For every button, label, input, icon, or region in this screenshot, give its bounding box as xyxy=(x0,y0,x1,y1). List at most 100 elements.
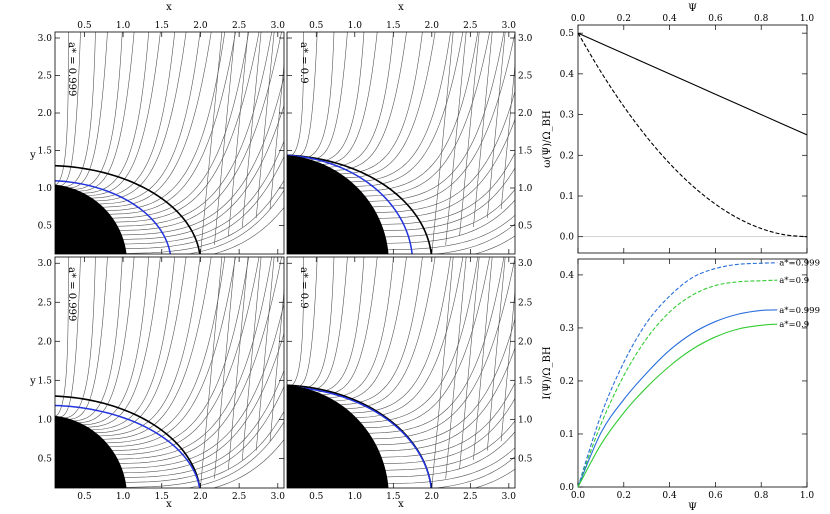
spin-label: a* = 0.999 xyxy=(66,267,77,321)
field-line xyxy=(387,214,515,251)
field-line xyxy=(386,199,515,244)
field-line xyxy=(368,257,505,434)
field-line xyxy=(459,257,480,470)
field-line xyxy=(212,439,284,488)
current-plot: 0.0 0.2 0.4 0.6 0.8 1.0 0.0 0.1 0.2 0.3 0.4 a*=0.99… xyxy=(542,258,820,513)
field-lines xyxy=(50,0,284,254)
field-line xyxy=(112,32,249,219)
spin-label: a* = 0.9 xyxy=(298,267,309,309)
field-line xyxy=(122,332,284,474)
field-line xyxy=(372,32,515,208)
x-tick-label: 1.0 xyxy=(116,21,131,31)
series-line-2 xyxy=(577,32,808,238)
field-line xyxy=(117,32,272,227)
field-line xyxy=(124,369,284,478)
light-surface-curve xyxy=(287,154,413,254)
y-tick-label: 0.1 xyxy=(560,430,574,440)
field-line xyxy=(328,32,394,168)
field-line xyxy=(109,32,236,215)
field-line xyxy=(64,257,96,419)
y-tick-label: 0.2 xyxy=(560,377,574,387)
field-line xyxy=(98,32,201,205)
field-line xyxy=(360,32,479,192)
field-line xyxy=(102,32,212,208)
field-line xyxy=(212,207,284,254)
field-line xyxy=(334,257,407,402)
y-axis-label: y xyxy=(29,376,36,387)
field-line xyxy=(228,32,249,237)
y-tick-label: 2.5 xyxy=(518,298,533,308)
y-axis-label: I(Ψ)/Ω_BH xyxy=(542,346,553,400)
plot-frame xyxy=(577,24,808,254)
field-line xyxy=(64,32,96,188)
x-tick-label: 0.4 xyxy=(662,14,677,24)
series-line-3 xyxy=(577,309,778,488)
field-line xyxy=(125,155,284,250)
panel-frame xyxy=(286,31,516,255)
x-tick-label: 2.0 xyxy=(425,21,440,31)
field-line xyxy=(73,257,123,422)
field-line xyxy=(200,32,223,254)
field-line xyxy=(112,257,249,452)
black-hole-horizon xyxy=(287,155,389,254)
field-line xyxy=(486,32,506,219)
field-line xyxy=(383,167,515,231)
ergosphere-curve xyxy=(55,164,201,254)
series-label: a*=0.9 xyxy=(779,276,809,286)
field-line xyxy=(82,32,150,194)
field-line xyxy=(125,386,284,483)
x-tick-label: 2.0 xyxy=(193,21,208,31)
field-lines xyxy=(287,257,515,488)
field-line xyxy=(316,257,365,393)
field-line xyxy=(91,257,175,431)
omega-plot: 0.0 0.2 0.4 0.6 0.8 1.0 0.0 0.1 0.2 0.3 0.4 0.5 Ψω(Ψ… xyxy=(542,3,814,254)
panel-4: 0.5 1.0 1.5 2.0 2.5 3.0 0.5 1.0 1.5 2.0 2.5 3.0 a* =… xyxy=(286,256,533,502)
x-tick-label: 3.0 xyxy=(271,492,286,502)
series-label: a*=0.9 xyxy=(779,320,809,330)
field-line xyxy=(114,257,260,456)
panel-plot-area xyxy=(55,257,284,488)
field-line xyxy=(296,257,318,388)
field-line xyxy=(214,32,236,246)
light-surface-curve xyxy=(55,179,172,254)
x-axis-label: x xyxy=(166,2,172,13)
light-surface-curve xyxy=(287,385,432,488)
x-tick-label: 2.0 xyxy=(193,492,208,502)
x-tick-label: 1.0 xyxy=(800,491,815,501)
field-line xyxy=(114,32,260,223)
x-tick-label: 0.2 xyxy=(617,14,631,24)
y-tick-label: 0.0 xyxy=(560,483,575,493)
panel-1: 0.5 1.0 1.5 2.0 2.5 3.0 0.5 1.0 1.5 2.0 2.5 3.0 a* =… xyxy=(38,0,285,255)
field-line xyxy=(78,257,135,424)
field-line xyxy=(445,257,467,479)
field-line xyxy=(473,32,493,228)
field-line xyxy=(55,32,69,186)
field-line xyxy=(50,0,54,185)
field-line xyxy=(95,32,187,202)
field-line xyxy=(289,32,304,157)
field-line xyxy=(474,468,515,488)
field-line xyxy=(334,32,407,171)
field-line xyxy=(185,189,284,254)
field-line xyxy=(241,32,262,228)
field-line xyxy=(255,257,275,451)
x-axis-label: Ψ xyxy=(688,3,697,14)
x-tick-label: 2.5 xyxy=(463,492,478,502)
field-line xyxy=(228,257,249,470)
field-line xyxy=(289,257,304,387)
black-hole-horizon xyxy=(55,184,127,254)
field-line xyxy=(355,257,464,418)
field-line xyxy=(328,257,394,399)
y-tick-label: 2.5 xyxy=(38,72,53,82)
field-lines xyxy=(55,257,284,488)
x-tick-label: 1.0 xyxy=(348,21,363,31)
x-axis-label: x xyxy=(166,499,172,510)
x-tick-label: 0.4 xyxy=(662,491,677,501)
y-tick-label: 3.0 xyxy=(38,259,53,269)
panel-plot-area xyxy=(287,257,515,488)
field-line xyxy=(122,104,284,240)
field-line xyxy=(386,431,515,478)
series-line-1 xyxy=(577,32,808,136)
field-line xyxy=(102,257,212,440)
